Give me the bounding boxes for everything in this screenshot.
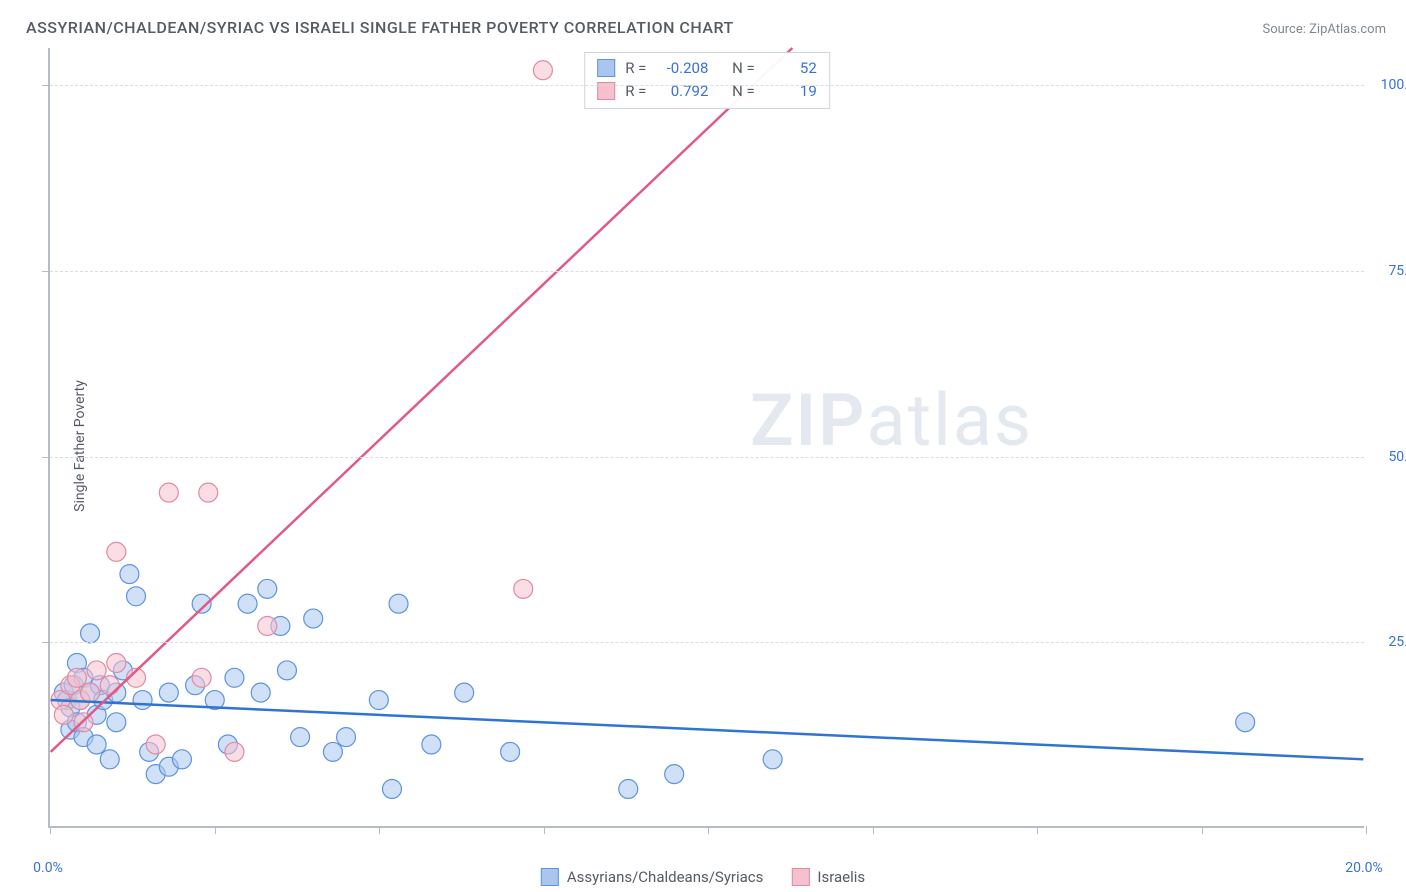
data-point (251, 683, 270, 702)
data-point (665, 765, 684, 784)
data-point (258, 579, 277, 598)
data-point (133, 691, 152, 710)
data-point (258, 616, 277, 635)
data-point (291, 728, 310, 747)
data-point (146, 735, 165, 754)
data-point (127, 587, 146, 606)
legend-item-blue: Assyrians/Chaldeans/Syriacs (541, 868, 764, 886)
data-point (337, 728, 356, 747)
stat-n-blue: 52 (765, 57, 817, 80)
data-point (107, 713, 126, 732)
xtick (1366, 826, 1367, 834)
xtick (544, 826, 545, 834)
source-label: Source: ZipAtlas.com (1262, 22, 1386, 37)
xtick (1037, 826, 1038, 834)
data-point (455, 683, 474, 702)
ytick (42, 642, 50, 643)
xtick (215, 826, 216, 834)
data-point (1236, 713, 1255, 732)
xtick (379, 826, 380, 834)
data-point (225, 668, 244, 687)
legend-swatch-pink (791, 868, 809, 886)
data-point (422, 735, 441, 754)
data-point (107, 542, 126, 561)
regression-line (51, 700, 1364, 759)
data-point (382, 779, 401, 798)
data-point (304, 609, 323, 628)
data-point (120, 565, 139, 584)
stats-box: R = -0.208 N = 52 R = 0.792 N = 19 (584, 52, 830, 109)
ytick (42, 271, 50, 272)
regression-line (51, 48, 793, 752)
data-point (199, 483, 218, 502)
data-point (87, 735, 106, 754)
xtick (50, 826, 51, 834)
ytick-label: 75.0% (1388, 263, 1406, 279)
data-point (107, 654, 126, 673)
xtick (708, 826, 709, 834)
stat-n-pink: 19 (765, 80, 817, 103)
data-point (67, 668, 86, 687)
plot-svg (50, 48, 1364, 826)
data-point (81, 624, 100, 643)
data-point (100, 750, 119, 769)
stats-row-pink: R = 0.792 N = 19 (597, 80, 817, 103)
xtick (873, 826, 874, 834)
data-point (277, 661, 296, 680)
stat-r-label: R = (625, 57, 646, 80)
data-point (54, 705, 73, 724)
data-point (192, 668, 211, 687)
stat-r-pink: 0.792 (656, 80, 708, 103)
data-point (323, 742, 342, 761)
bottom-legend: Assyrians/Chaldeans/Syriacs Israelis (541, 868, 865, 886)
data-point (159, 483, 178, 502)
ytick-label: 25.0% (1388, 634, 1406, 650)
data-point (619, 779, 638, 798)
plot-area: ZIPatlas R = -0.208 N = 52 R = 0.792 N =… (48, 48, 1364, 828)
gridline (50, 85, 1364, 86)
legend-swatch-blue (541, 868, 559, 886)
data-point (501, 742, 520, 761)
legend-label-blue: Assyrians/Chaldeans/Syriacs (567, 868, 764, 886)
swatch-blue (597, 59, 615, 77)
stats-row-blue: R = -0.208 N = 52 (597, 57, 817, 80)
xtick-label: 0.0% (33, 860, 63, 876)
data-point (225, 742, 244, 761)
data-point (87, 661, 106, 680)
data-point (533, 61, 552, 80)
data-point (369, 691, 388, 710)
ytick (42, 457, 50, 458)
data-point (514, 579, 533, 598)
data-point (389, 594, 408, 613)
data-point (81, 683, 100, 702)
ytick-label: 100.0% (1381, 77, 1406, 93)
gridline (50, 271, 1364, 272)
xtick-label: 20.0% (1345, 860, 1383, 876)
legend-item-pink: Israelis (791, 868, 865, 886)
gridline (50, 457, 1364, 458)
stat-n-label: N = (732, 57, 755, 80)
ytick-label: 50.0% (1388, 449, 1406, 465)
stat-r-blue: -0.208 (656, 57, 708, 80)
data-point (763, 750, 782, 769)
ytick (42, 85, 50, 86)
data-point (238, 594, 257, 613)
stat-n-label2: N = (732, 80, 755, 103)
data-point (159, 683, 178, 702)
xtick (1202, 826, 1203, 834)
data-point (100, 676, 119, 695)
legend-label-pink: Israelis (817, 868, 865, 886)
data-point (172, 750, 191, 769)
gridline (50, 642, 1364, 643)
chart-title: ASSYRIAN/CHALDEAN/SYRIAC VS ISRAELI SING… (26, 18, 734, 37)
stat-r-label2: R = (625, 80, 646, 103)
